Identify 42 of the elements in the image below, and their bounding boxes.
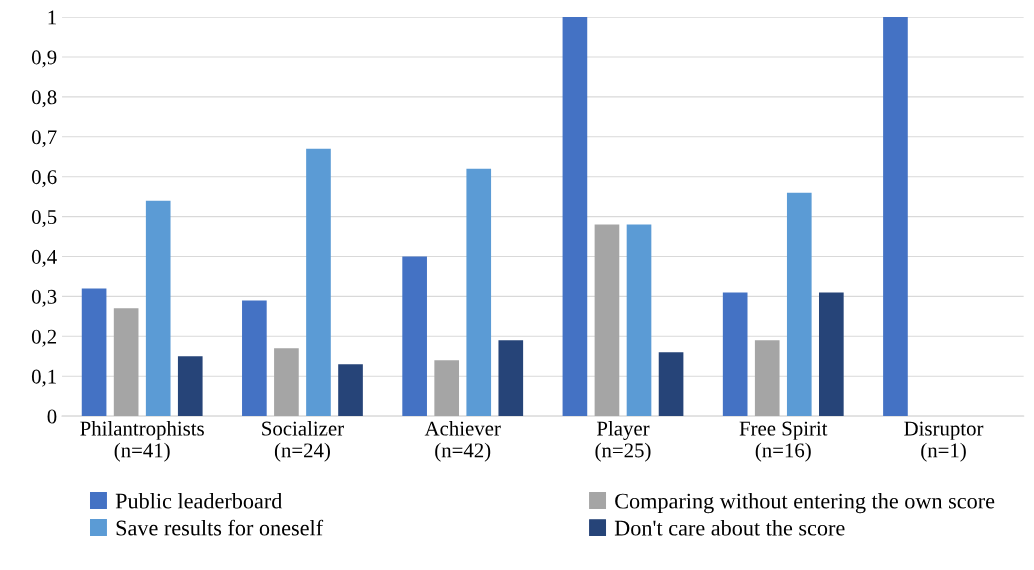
bar (306, 148, 331, 417)
y-tick-label: 0,9 (31, 50, 57, 68)
bar (466, 168, 492, 417)
y-tick-label: 0,6 (31, 170, 57, 188)
x-tick-label: Free Spirit (n=16) (739, 421, 828, 462)
y-tick-label: 0,7 (31, 130, 57, 148)
y-tick-label: 0,2 (31, 329, 57, 347)
x-tick-label: Socializer (n=24) (262, 420, 344, 462)
bar (338, 364, 363, 417)
bar (722, 292, 748, 417)
y-tick-label: 0,1 (31, 369, 56, 387)
bar (626, 224, 652, 417)
bar (113, 308, 139, 417)
bar (658, 352, 684, 417)
bar (819, 292, 844, 417)
x-tick-label: Philantrophists (n=41) (80, 420, 204, 462)
bar (145, 200, 171, 417)
legend-label: Don't care about the score (614, 519, 845, 536)
bar (754, 340, 780, 417)
legend-label: Public leaderboard (115, 492, 283, 509)
y-tick-label: 0,5 (31, 209, 57, 228)
x-tick-label: Achiever (n=42) (424, 420, 501, 462)
bar (498, 340, 524, 417)
bar (177, 356, 203, 417)
bar (274, 348, 299, 417)
legend-label: Save results for oneself (116, 519, 324, 536)
bar (81, 288, 107, 417)
y-tick-label: 0 (47, 409, 57, 424)
x-tick-label: Disruptor (n=1) (904, 421, 984, 462)
y-tick-label: 0,4 (31, 249, 57, 267)
y-tick-label: 1 (48, 10, 56, 25)
bar (562, 17, 588, 417)
y-tick-label: 0,8 (31, 90, 57, 108)
bar (883, 17, 908, 417)
legend-label: Comparing without entering the own score (615, 492, 995, 514)
x-tick-label: Player (n=25) (595, 420, 651, 462)
bar (786, 192, 812, 417)
bar (242, 300, 267, 417)
bar (594, 224, 620, 417)
y-tick-label: 0,3 (31, 289, 57, 307)
bar (434, 360, 460, 417)
bar (402, 256, 427, 417)
